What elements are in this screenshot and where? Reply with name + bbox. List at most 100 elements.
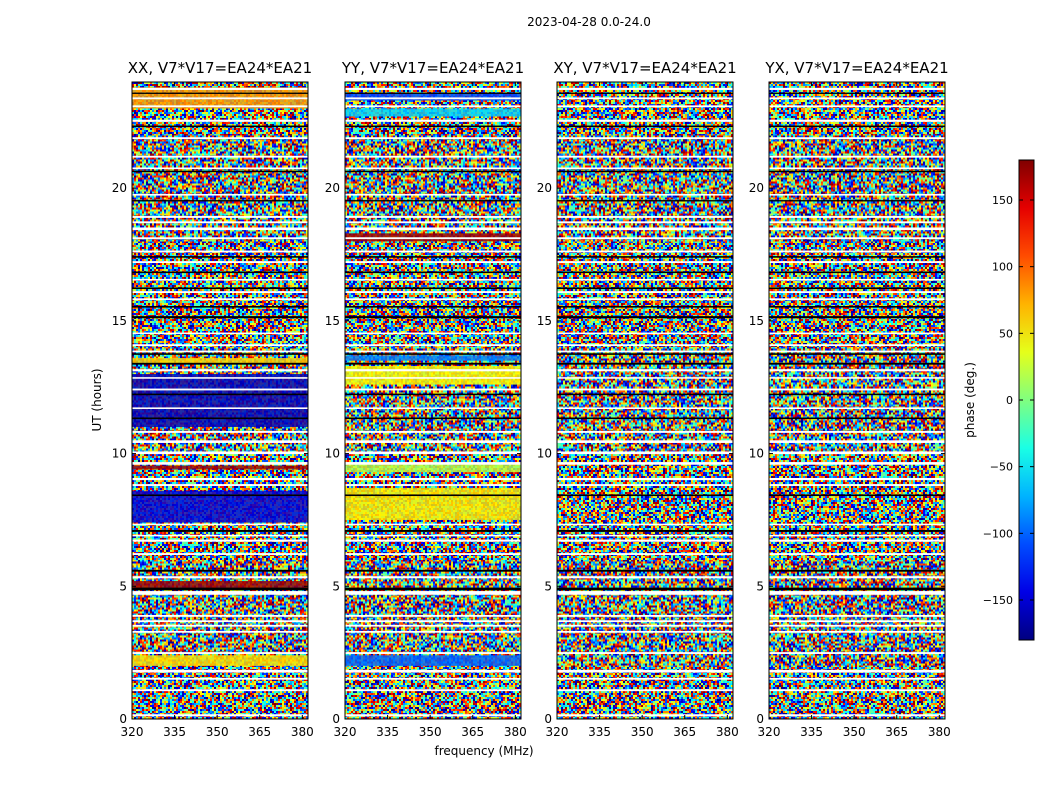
flagged-band <box>345 97 521 100</box>
flagged-band <box>557 167 733 170</box>
flagged-band <box>132 462 308 465</box>
flagged-band <box>557 298 733 301</box>
flagged-band <box>132 553 308 555</box>
y-tick-label: 0 <box>544 712 552 726</box>
flagged-band <box>557 221 733 224</box>
flagged-band <box>769 194 945 196</box>
flagged-band <box>769 216 945 218</box>
y-tick-label: 15 <box>537 314 552 328</box>
flagged-band <box>557 614 733 617</box>
flagged-band <box>557 377 733 379</box>
dark-band <box>132 530 308 532</box>
dark-band <box>769 271 945 274</box>
flagged-band <box>345 689 521 692</box>
x-tick-label: 380 <box>504 725 527 739</box>
x-tick-label: 320 <box>121 725 144 739</box>
flagged-band <box>345 624 521 627</box>
dark-band <box>132 287 308 290</box>
flagged-band <box>345 523 521 526</box>
dark-band <box>132 256 308 258</box>
flagged-band <box>132 155 308 158</box>
dark-band <box>557 417 733 420</box>
flagged-band <box>557 388 733 391</box>
flagged-band <box>132 523 308 526</box>
dark-band <box>345 530 521 532</box>
flagged-band <box>132 278 308 281</box>
y-tick-label: 5 <box>332 579 340 593</box>
flagged-band <box>132 669 308 673</box>
flagged-band <box>345 614 521 617</box>
flagged-band <box>769 155 945 158</box>
flagged-band <box>769 462 945 465</box>
flagged-band <box>345 216 521 218</box>
colorbar-tick-label: 0 <box>1006 394 1013 407</box>
flagged-band <box>769 97 945 100</box>
dark-band <box>345 200 521 202</box>
flagged-band <box>557 137 733 140</box>
x-tick-label: 335 <box>376 725 399 739</box>
flagged-band <box>132 250 308 253</box>
panel-title-yx: YX, V7*V17=EA24*EA21 <box>764 59 948 77</box>
dark-band <box>557 306 733 308</box>
dark-band <box>769 125 945 128</box>
dark-band <box>769 569 945 572</box>
colorbar-label: phase (deg.) <box>963 362 977 438</box>
coherent-band <box>132 465 308 470</box>
x-tick-label: 320 <box>758 725 781 739</box>
flagged-band <box>769 714 945 717</box>
flagged-band <box>557 344 733 347</box>
dark-band <box>345 494 521 497</box>
flagged-band <box>345 451 521 455</box>
flagged-band <box>769 105 945 108</box>
flagged-band <box>132 291 308 294</box>
flagged-band <box>557 369 733 372</box>
dark-band <box>557 200 733 202</box>
flagged-band <box>345 484 521 486</box>
flagged-band <box>345 278 521 281</box>
flagged-band <box>132 350 308 353</box>
flagged-band <box>769 630 945 633</box>
flagged-band <box>345 261 521 264</box>
flagged-band <box>557 440 733 443</box>
dark-band <box>132 316 308 319</box>
flagged-band <box>557 431 733 433</box>
dark-band <box>557 316 733 319</box>
dark-band <box>345 92 521 94</box>
y-tick-label: 0 <box>119 712 127 726</box>
flagged-band <box>345 350 521 353</box>
flagged-band <box>132 614 308 617</box>
dark-band <box>769 92 945 94</box>
dark-band <box>769 587 945 591</box>
x-tick-label: 335 <box>588 725 611 739</box>
flagged-band <box>769 350 945 353</box>
flagged-band <box>769 539 945 542</box>
x-tick-label: 365 <box>673 725 696 739</box>
x-tick-label: 335 <box>800 725 823 739</box>
x-tick-label: 320 <box>334 725 357 739</box>
flagged-band <box>557 250 733 253</box>
axes-frame-xx <box>131 81 309 720</box>
dark-band <box>769 362 945 365</box>
flagged-band <box>132 689 308 692</box>
figure-suptitle: 2023-04-28 0.0-24.0 <box>527 15 651 29</box>
dark-band <box>557 92 733 94</box>
dark-band <box>132 353 308 355</box>
flagged-band <box>345 155 521 158</box>
dark-band <box>769 316 945 319</box>
flagged-band <box>769 451 945 455</box>
dark-band <box>132 587 308 591</box>
y-tick-label: 5 <box>756 579 764 593</box>
y-tick-label: 10 <box>749 447 764 461</box>
x-tick-label: 350 <box>419 725 442 739</box>
flagged-band <box>345 344 521 347</box>
axes-frame-xy <box>556 81 734 720</box>
phase-image-yy <box>345 82 521 719</box>
flagged-band <box>132 137 308 140</box>
dark-band <box>345 170 521 173</box>
flagged-band <box>557 97 733 100</box>
dark-band <box>132 417 308 420</box>
y-tick-label: 5 <box>119 579 127 593</box>
flagged-band <box>132 677 308 680</box>
flagged-band <box>557 714 733 717</box>
flagged-band <box>345 591 521 595</box>
